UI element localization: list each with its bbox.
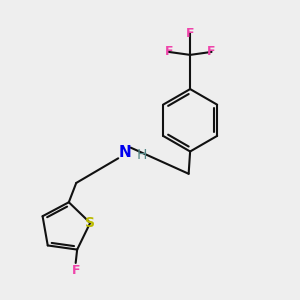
- Text: N: N: [118, 146, 131, 160]
- Text: F: F: [71, 264, 80, 277]
- Text: H: H: [137, 148, 147, 162]
- Text: S: S: [85, 216, 95, 230]
- Text: F: F: [186, 27, 194, 40]
- Text: F: F: [164, 45, 173, 58]
- Text: F: F: [207, 45, 216, 58]
